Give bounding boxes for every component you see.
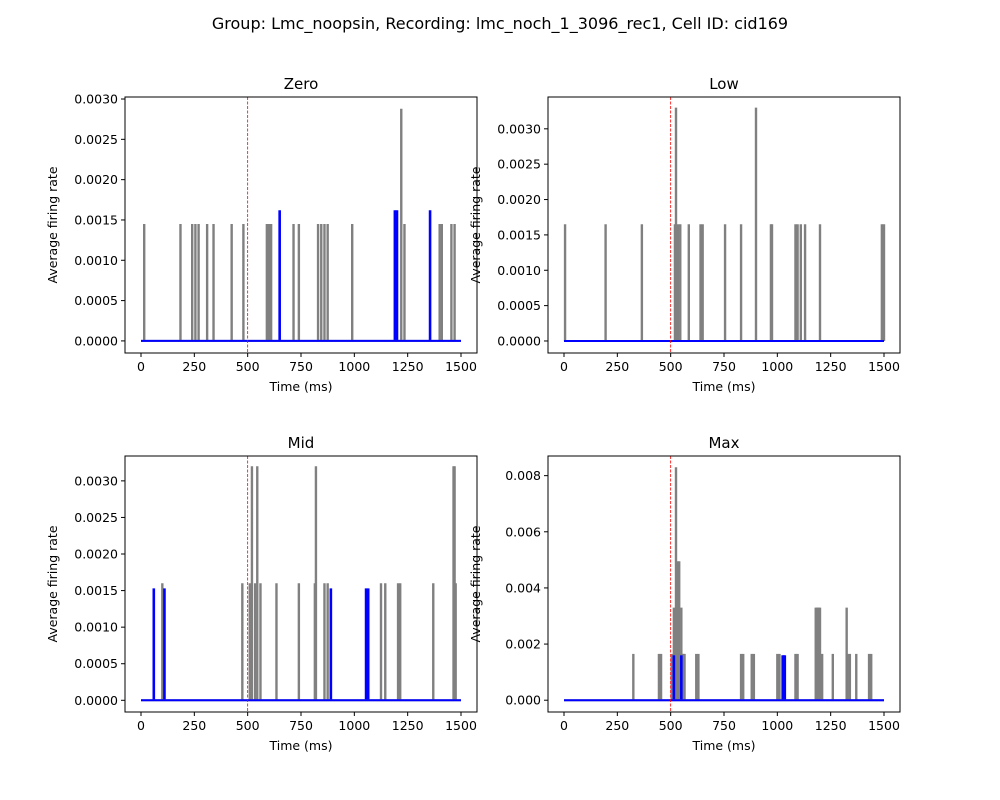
- mid-x-tick-label: 750: [289, 718, 313, 733]
- max-y-tick-label: 0.004: [505, 580, 541, 595]
- zero-y-tick-label: 0.0020: [74, 172, 118, 187]
- max-title: Max: [708, 434, 739, 452]
- low-y-tick-label: 0.0015: [497, 227, 541, 242]
- max-plot-area: [548, 456, 900, 712]
- max-y-axis-label: Average firing rate: [468, 525, 483, 642]
- low-x-tick-label: 1000: [761, 359, 793, 374]
- zero-y-tick-label: 0.0030: [74, 92, 118, 107]
- low-x-tick-label: 250: [605, 359, 629, 374]
- mid-y-tick-label: 0.0005: [74, 656, 118, 671]
- mid-y-tick-label: 0.0030: [74, 473, 118, 488]
- max-y-tick-label: 0.002: [505, 637, 541, 652]
- zero-y-tick-label: 0.0010: [74, 253, 118, 268]
- zero-x-tick-label: 250: [182, 359, 206, 374]
- low-x-tick-label: 500: [659, 359, 683, 374]
- zero-x-tick-label: 1000: [338, 359, 370, 374]
- low-y-tick-label: 0.0020: [497, 192, 541, 207]
- mid-x-tick-label: 250: [182, 718, 206, 733]
- figure-title: Group: Lmc_noopsin, Recording: lmc_noch_…: [212, 14, 788, 34]
- zero-title: Zero: [284, 75, 319, 93]
- max-x-tick-label: 1000: [761, 718, 793, 733]
- max-x-tick-label: 0: [560, 718, 568, 733]
- low-x-tick-label: 1250: [815, 359, 847, 374]
- low-y-tick-label: 0.0025: [497, 157, 541, 172]
- zero-x-tick-label: 1250: [392, 359, 424, 374]
- low-x-tick-label: 750: [712, 359, 736, 374]
- max-y-tick-label: 0.000: [505, 693, 541, 708]
- low-x-tick-label: 0: [560, 359, 568, 374]
- mid-y-tick-label: 0.0010: [74, 620, 118, 635]
- zero-y-tick-label: 0.0015: [74, 212, 118, 227]
- mid-x-tick-label: 1250: [392, 718, 424, 733]
- mid-y-tick-label: 0.0015: [74, 583, 118, 598]
- panel-zero: 0 250 500 750 1000 1250 1500 0.0000 0.0005 0.0010…: [45, 75, 478, 394]
- mid-title: Mid: [288, 434, 315, 452]
- max-x-axis-label: Time (ms): [691, 738, 755, 753]
- mid-x-tick-label: 500: [236, 718, 260, 733]
- low-title: Low: [709, 75, 739, 93]
- max-y-tick-label: 0.008: [505, 468, 541, 483]
- zero-y-tick-label: 0.0025: [74, 132, 118, 147]
- mid-y-axis-label: Average firing rate: [45, 525, 60, 642]
- panel-max: 0 250 500 750 1000 1250 1500 0.000 0.002 0.004 0.0…: [468, 434, 901, 753]
- low-y-tick-label: 0.0005: [497, 298, 541, 313]
- low-x-axis-label: Time (ms): [691, 379, 755, 394]
- mid-y-tick-label: 0.0020: [74, 547, 118, 562]
- mid-y-tick-label: 0.0025: [74, 510, 118, 525]
- max-x-tick-label: 1250: [815, 718, 847, 733]
- zero-x-tick-label: 750: [289, 359, 313, 374]
- zero-y-tick-label: 0.0005: [74, 293, 118, 308]
- mid-x-tick-label: 1000: [338, 718, 370, 733]
- low-y-axis-label: Average firing rate: [468, 166, 483, 283]
- low-x-tick-label: 1500: [868, 359, 900, 374]
- max-x-tick-label: 250: [605, 718, 629, 733]
- max-x-tick-label: 500: [659, 718, 683, 733]
- zero-plot-area: [125, 97, 477, 353]
- low-y-tick-label: 0.0030: [497, 121, 541, 136]
- panel-mid: 0 250 500 750 1000 1250 1500 0.0000 0.0005 0.0010…: [45, 434, 478, 753]
- max-x-tick-label: 1500: [868, 718, 900, 733]
- mid-x-tick-label: 1500: [445, 718, 477, 733]
- zero-x-tick-label: 0: [137, 359, 145, 374]
- mid-x-axis-label: Time (ms): [268, 738, 332, 753]
- mid-y-tick-label: 0.0000: [74, 693, 118, 708]
- low-y-tick-label: 0.0010: [497, 263, 541, 278]
- zero-x-tick-label: 500: [236, 359, 260, 374]
- mid-plot-area: [125, 456, 477, 712]
- low-y-tick-label: 0.0000: [497, 333, 541, 348]
- max-y-tick-label: 0.006: [505, 524, 541, 539]
- zero-x-axis-label: Time (ms): [268, 379, 332, 394]
- panel-low: 0 250 500 750 1000 1250 1500 0.0000 0.0005 0.0010…: [468, 75, 901, 394]
- max-x-tick-label: 750: [712, 718, 736, 733]
- mid-x-tick-label: 0: [137, 718, 145, 733]
- zero-y-tick-label: 0.0000: [74, 333, 118, 348]
- zero-y-axis-label: Average firing rate: [45, 166, 60, 283]
- zero-x-tick-label: 1500: [445, 359, 477, 374]
